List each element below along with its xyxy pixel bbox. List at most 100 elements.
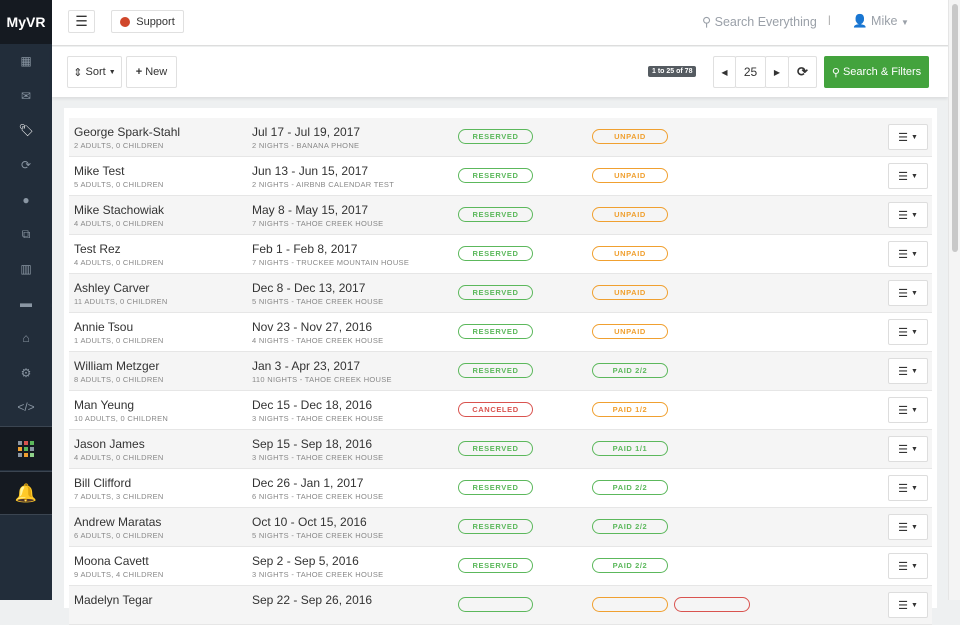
guest-name[interactable]: Man Yeung <box>74 398 135 412</box>
stay-dates: Feb 1 - Feb 8, 2017 <box>252 242 358 256</box>
caret-down-icon: ▼ <box>911 406 918 414</box>
sidebar-item-tags[interactable]: 🏷 <box>0 113 52 148</box>
search-filters-button[interactable]: ⚲ Search & Filters <box>824 56 929 88</box>
table-row[interactable]: William Metzger 8 ADULTS, 0 CHILDREN Jan… <box>69 352 932 391</box>
row-actions-button[interactable]: ☰ ▼ <box>888 241 928 267</box>
row-actions-button[interactable]: ☰ ▼ <box>888 358 928 384</box>
guest-name[interactable]: William Metzger <box>74 359 160 373</box>
payment-badge: UNPAID <box>592 324 668 339</box>
guest-count: 9 ADULTS, 4 CHILDREN <box>74 570 164 579</box>
guest-name[interactable]: Bill Clifford <box>74 476 132 490</box>
scrollbar-thumb[interactable] <box>952 4 958 252</box>
table-row[interactable]: George Spark-Stahl 2 ADULTS, 0 CHILDREN … <box>69 118 932 157</box>
status-badge: RESERVED <box>458 168 533 183</box>
sidebar-item-globe[interactable]: ● <box>0 182 52 217</box>
user-menu[interactable]: 👤 Mike ▼ <box>852 14 909 29</box>
guest-name[interactable]: Andrew Maratas <box>74 515 162 529</box>
stay-details: 7 NIGHTS - TAHOE CREEK HOUSE <box>252 219 384 228</box>
payment-badge: PAID 2/2 <box>592 480 668 495</box>
guest-name[interactable]: Mike Test <box>74 164 125 178</box>
guest-name[interactable]: Jason James <box>74 437 145 451</box>
next-page-button[interactable]: ▶ <box>765 56 789 88</box>
table-row[interactable]: Ashley Carver 11 ADULTS, 0 CHILDREN Dec … <box>69 274 932 313</box>
caret-down-icon: ▼ <box>900 18 909 27</box>
grid-cell <box>18 452 22 457</box>
guest-name[interactable]: Madelyn Tegar <box>74 593 153 607</box>
guest-name[interactable]: Ashley Carver <box>74 281 150 295</box>
guest-name[interactable]: George Spark-Stahl <box>74 125 181 139</box>
stay-dates: Jan 3 - Apr 23, 2017 <box>252 359 361 373</box>
caret-down-icon: ▼ <box>911 562 918 570</box>
refresh-button[interactable]: ⟳ <box>788 56 817 88</box>
result-count: 1 to 25 of 78 <box>648 66 697 77</box>
sidebar-item-gear[interactable]: ⚙ <box>0 355 52 390</box>
row-actions-button[interactable]: ☰ ▼ <box>888 592 928 618</box>
caret-down-icon: ▼ <box>911 601 918 609</box>
table-row[interactable]: Annie Tsou 1 ADULTS, 0 CHILDREN Nov 23 -… <box>69 313 932 352</box>
user-icon: 👤 <box>852 14 872 28</box>
table-row[interactable]: Man Yeung 10 ADULTS, 0 CHILDREN Dec 15 -… <box>69 391 932 430</box>
sidebar-item-chart[interactable]: ▥ <box>0 252 52 287</box>
briefcase-icon: ▬ <box>20 296 32 311</box>
row-actions-button[interactable]: ☰ ▼ <box>888 397 928 423</box>
sidebar-item-sitemap[interactable]: ⧉ <box>0 217 52 252</box>
row-actions-button[interactable]: ☰ ▼ <box>888 514 928 540</box>
chart-icon: ▥ <box>20 261 32 276</box>
sidebar-item-code[interactable]: </> <box>0 390 52 425</box>
refresh-icon: ⟳ <box>797 64 808 79</box>
payment-badge: PAID 2/2 <box>592 363 668 378</box>
support-button[interactable]: Support <box>111 10 184 33</box>
guest-name[interactable]: Moona Cavett <box>74 554 149 568</box>
row-actions-button[interactable]: ☰ ▼ <box>888 163 928 189</box>
caret-down-icon: ▼ <box>911 133 918 141</box>
prev-page-button[interactable]: ◀ <box>713 56 736 88</box>
menu-toggle-button[interactable]: ☰ <box>68 10 95 33</box>
table-row[interactable]: Jason James 4 ADULTS, 0 CHILDREN Sep 15 … <box>69 430 932 469</box>
page-size-field[interactable]: 25 <box>735 56 766 88</box>
search-label: Search Everything <box>714 15 817 29</box>
row-actions-button[interactable]: ☰ ▼ <box>888 280 928 306</box>
code-icon: </> <box>17 400 35 415</box>
row-actions-button[interactable]: ☰ ▼ <box>888 319 928 345</box>
sort-button[interactable]: ⇕ Sort ▼ <box>67 56 122 88</box>
apps-button[interactable] <box>0 426 52 470</box>
support-label: Support <box>136 15 175 28</box>
table-row[interactable]: Test Rez 4 ADULTS, 0 CHILDREN Feb 1 - Fe… <box>69 235 932 274</box>
row-actions-button[interactable]: ☰ ▼ <box>888 202 928 228</box>
grid-cell <box>30 440 34 445</box>
table-row[interactable]: Mike Test 5 ADULTS, 0 CHILDREN Jun 13 - … <box>69 157 932 196</box>
guest-name[interactable]: Annie Tsou <box>74 320 134 334</box>
stay-dates: Sep 15 - Sep 18, 2016 <box>252 437 373 451</box>
new-button[interactable]: + New <box>126 56 177 88</box>
sidebar-item-home[interactable]: ⌂ <box>0 321 52 356</box>
list-icon: ☰ <box>898 287 908 300</box>
grid-cell <box>18 440 22 445</box>
row-actions-button[interactable]: ☰ ▼ <box>888 475 928 501</box>
stay-details: 3 NIGHTS - TAHOE CREEK HOUSE <box>252 414 384 423</box>
table-row[interactable]: Mike Stachowiak 4 ADULTS, 0 CHILDREN May… <box>69 196 932 235</box>
guest-count: 5 ADULTS, 0 CHILDREN <box>74 180 164 189</box>
guest-name[interactable]: Test Rez <box>74 242 121 256</box>
row-actions-button[interactable]: ☰ ▼ <box>888 436 928 462</box>
sidebar-item-calendar[interactable]: ▦ <box>0 44 52 79</box>
row-actions-button[interactable]: ☰ ▼ <box>888 124 928 150</box>
logo[interactable]: MyVR <box>0 0 52 44</box>
caret-down-icon: ▼ <box>911 445 918 453</box>
table-row[interactable]: Moona Cavett 9 ADULTS, 4 CHILDREN Sep 2 … <box>69 547 932 586</box>
stay-dates: Nov 23 - Nov 27, 2016 <box>252 320 373 334</box>
sidebar-item-briefcase[interactable]: ▬ <box>0 286 52 321</box>
payment-badge: PAID 2/2 <box>592 519 668 534</box>
sidebar-item-refresh[interactable]: ⟳ <box>0 148 52 183</box>
scrollbar[interactable] <box>948 0 960 600</box>
table-row[interactable]: Bill Clifford 7 ADULTS, 3 CHILDREN Dec 2… <box>69 469 932 508</box>
table-row[interactable]: Andrew Maratas 6 ADULTS, 0 CHILDREN Oct … <box>69 508 932 547</box>
notifications-button[interactable]: 🔔 <box>0 471 52 515</box>
guest-name[interactable]: Mike Stachowiak <box>74 203 165 217</box>
global-search[interactable]: ⚲ Search Everything <box>702 14 817 29</box>
sidebar-item-envelope[interactable]: ✉ <box>0 79 52 114</box>
table-row[interactable]: Madelyn Tegar Sep 22 - Sep 26, 2016 ☰ ▼ <box>69 586 932 625</box>
stay-dates: Dec 26 - Jan 1, 2017 <box>252 476 364 490</box>
payment-badge: UNPAID <box>592 129 668 144</box>
payment-badge: UNPAID <box>592 207 668 222</box>
row-actions-button[interactable]: ☰ ▼ <box>888 553 928 579</box>
